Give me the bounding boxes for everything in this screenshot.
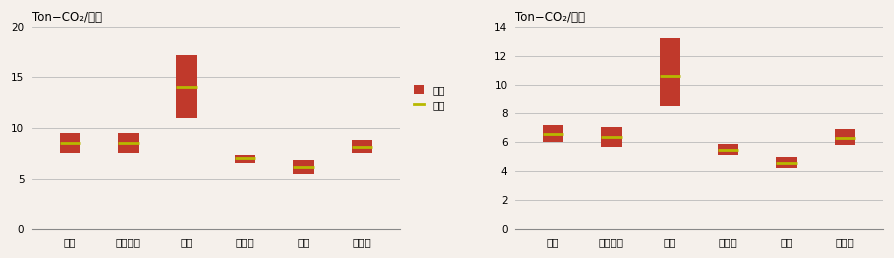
Bar <box>660 38 680 106</box>
Text: Ton−CO₂/만원: Ton−CO₂/만원 <box>515 11 586 24</box>
Bar <box>602 126 621 147</box>
Bar <box>351 140 372 153</box>
Bar <box>60 133 80 153</box>
Text: Ton−CO₂/만원: Ton−CO₂/만원 <box>32 11 102 24</box>
Bar <box>293 160 314 174</box>
Bar <box>776 157 797 168</box>
Bar <box>235 155 256 163</box>
Bar <box>835 130 856 145</box>
Bar <box>176 55 197 118</box>
Bar <box>543 125 563 142</box>
Legend: 범위, 평균: 범위, 평균 <box>412 83 447 112</box>
Bar <box>718 144 738 156</box>
Bar <box>118 133 139 153</box>
